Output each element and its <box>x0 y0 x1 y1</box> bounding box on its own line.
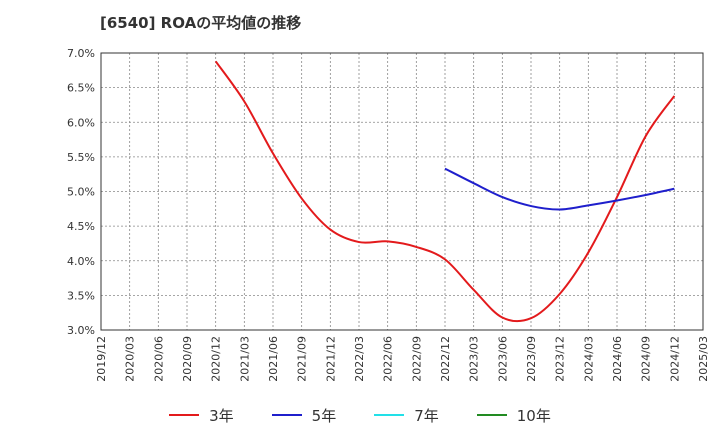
x-tick-label: 2020/06 <box>152 336 165 382</box>
legend: 3年 5年 7年 10年 <box>0 403 720 427</box>
legend-swatch-10y <box>476 414 507 416</box>
y-tick-label: 7.0% <box>67 47 95 60</box>
series-line-1 <box>444 167 675 211</box>
x-tick-label: 2025/03 <box>697 336 710 382</box>
y-tick-label: 5.0% <box>67 186 95 199</box>
x-tick-label: 2022/06 <box>382 336 395 382</box>
y-tick-label: 4.0% <box>67 255 95 268</box>
legend-swatch-7y <box>374 414 405 416</box>
x-tick-label: 2024/12 <box>668 336 681 382</box>
legend-label-10y: 10年 <box>516 406 551 425</box>
x-tick-label: 2019/12 <box>95 336 108 382</box>
x-tick-label: 2021/06 <box>267 336 280 382</box>
legend-item-5y: 5年 <box>271 405 337 426</box>
y-tick-label: 3.0% <box>67 324 95 337</box>
x-tick-label: 2024/06 <box>611 336 624 382</box>
x-tick-label: 2022/12 <box>439 336 452 382</box>
x-tick-label: 2024/09 <box>640 336 653 382</box>
legend-item-7y: 7年 <box>374 405 439 426</box>
x-tick-label: 2023/12 <box>554 336 567 382</box>
x-tick-label: 2023/06 <box>496 336 509 382</box>
x-tick-label: 2023/03 <box>468 336 481 382</box>
x-tick-label: 2022/09 <box>410 336 423 382</box>
x-tick-label: 2022/03 <box>353 336 366 382</box>
series-lines <box>214 60 676 323</box>
y-tick-label: 5.5% <box>67 151 95 164</box>
x-tick-label: 2020/03 <box>124 336 137 382</box>
grid <box>101 53 703 330</box>
x-tick-label: 2023/09 <box>525 336 538 382</box>
series-line-0 <box>214 60 676 323</box>
legend-swatch-3y <box>169 414 200 416</box>
legend-label-3y: 3年 <box>209 406 234 425</box>
y-axis-ticks: 7.0% 6.5% 6.0% 5.5% 5.0% 4.5% 4.0% 3.5% 3.0% <box>67 47 95 337</box>
x-tick-label: 2020/09 <box>181 336 194 382</box>
x-tick-label: 2024/03 <box>582 336 595 382</box>
y-tick-label: 6.0% <box>67 116 95 129</box>
legend-item-3y: 3年 <box>169 405 234 426</box>
x-axis-ticks: 2019/12 2020/03 2020/06 2020/09 2020/12 2021/… <box>95 336 710 382</box>
legend-item-10y: 10年 <box>476 405 551 426</box>
legend-swatch-5y <box>271 414 302 416</box>
legend-label-5y: 5年 <box>311 406 337 425</box>
chart-title: [6540] ROAの平均値の推移 <box>100 14 302 32</box>
plot-frame <box>100 52 704 331</box>
x-tick-label: 2021/03 <box>238 336 251 382</box>
x-tick-label: 2020/12 <box>210 336 223 382</box>
x-tick-label: 2021/12 <box>324 336 337 382</box>
y-tick-label: 4.5% <box>67 220 95 233</box>
y-tick-label: 6.5% <box>67 82 95 95</box>
x-tick-label: 2021/09 <box>296 336 309 382</box>
y-tick-label: 3.5% <box>67 289 95 302</box>
legend-label-7y: 7年 <box>414 406 439 425</box>
